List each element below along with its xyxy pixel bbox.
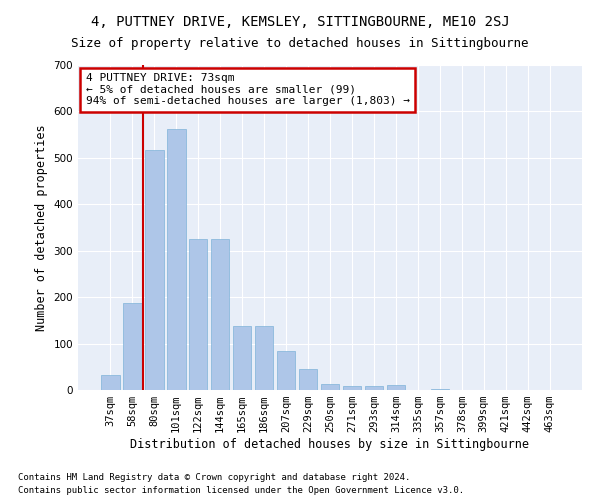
- Bar: [211, 239, 229, 390]
- Text: Contains public sector information licensed under the Open Government Licence v3: Contains public sector information licen…: [18, 486, 464, 495]
- Text: 4 PUTTNEY DRIVE: 73sqm
← 5% of detached houses are smaller (99)
94% of semi-deta: 4 PUTTNEY DRIVE: 73sqm ← 5% of detached …: [86, 73, 410, 106]
- Bar: [255, 326, 274, 390]
- Bar: [299, 369, 317, 390]
- Text: Size of property relative to detached houses in Sittingbourne: Size of property relative to detached ho…: [71, 38, 529, 51]
- Bar: [343, 386, 361, 390]
- Bar: [431, 388, 449, 390]
- Y-axis label: Number of detached properties: Number of detached properties: [35, 124, 48, 331]
- Bar: [386, 386, 405, 390]
- Bar: [167, 129, 185, 390]
- Bar: [123, 302, 142, 390]
- Text: 4, PUTTNEY DRIVE, KEMSLEY, SITTINGBOURNE, ME10 2SJ: 4, PUTTNEY DRIVE, KEMSLEY, SITTINGBOURNE…: [91, 15, 509, 29]
- Bar: [145, 150, 164, 390]
- Bar: [277, 350, 295, 390]
- Text: Contains HM Land Registry data © Crown copyright and database right 2024.: Contains HM Land Registry data © Crown c…: [18, 474, 410, 482]
- Bar: [189, 239, 208, 390]
- X-axis label: Distribution of detached houses by size in Sittingbourne: Distribution of detached houses by size …: [131, 438, 530, 451]
- Bar: [233, 326, 251, 390]
- Bar: [101, 375, 119, 390]
- Bar: [365, 386, 383, 390]
- Bar: [320, 384, 340, 390]
